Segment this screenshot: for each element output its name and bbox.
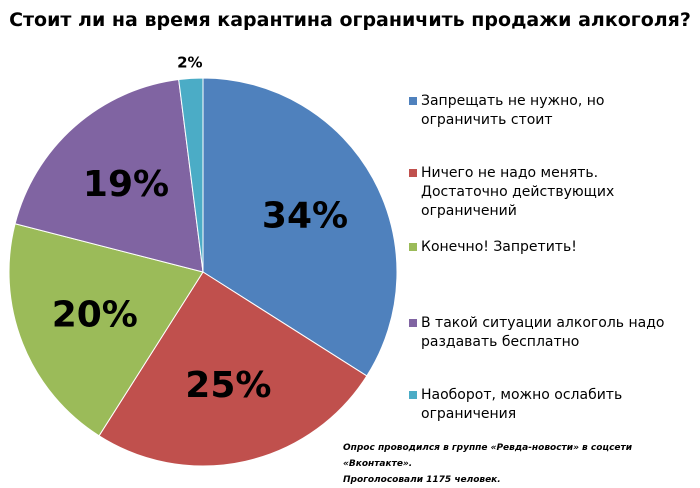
footnote: Опрос проводился в группе «Ревда-новости… xyxy=(343,440,698,488)
legend-label: Ничего не надо менять. xyxy=(421,165,599,181)
legend-swatch-3 xyxy=(409,319,417,327)
legend-item-2: Конечно! Запретить! xyxy=(409,238,577,257)
legend-label: Достаточно действующих xyxy=(421,184,615,200)
legend-label: ограничить стоит xyxy=(421,112,553,128)
pie-slice-0 xyxy=(202,77,398,377)
legend-label: ограничений xyxy=(421,203,517,219)
legend-swatch-1 xyxy=(409,169,417,177)
pie-label-2: 20% xyxy=(52,294,138,335)
pie-slice-4 xyxy=(178,77,204,273)
legend-item-3: В такой ситуации алкоголь надо раздавать… xyxy=(409,314,665,352)
footnote-line-1: Опрос проводился в группе «Ревда-новости… xyxy=(343,443,633,469)
chart-title: Стоит ли на время карантина ограничить п… xyxy=(9,9,691,31)
legend-item-0: Запрещать не нужно, но ограничить стоит xyxy=(409,92,605,130)
legend-swatch-4 xyxy=(409,391,417,399)
pie-label-4: 2% xyxy=(177,53,202,71)
pie-label-1: 25% xyxy=(185,365,271,406)
pie-label-3: 19% xyxy=(83,164,169,205)
legend-swatch-2 xyxy=(409,243,417,251)
legend-label: В такой ситуации алкоголь надо xyxy=(421,315,665,331)
footnote-line-2: Проголосовали 1175 человек. xyxy=(343,475,501,485)
pie-slices xyxy=(8,77,398,467)
legend-item-1: Ничего не надо менять. Достаточно действ… xyxy=(409,164,615,221)
legend-label: ограничения xyxy=(421,406,517,422)
pie-data-labels: 34% 25% 20% 19% 2% xyxy=(52,53,348,406)
legend-label: Наоборот, можно ослабить xyxy=(421,387,623,403)
pie-slice-1 xyxy=(98,271,368,467)
pie-slice-3 xyxy=(14,78,204,273)
legend-item-4: Наоборот, можно ослабить ограничения xyxy=(409,386,623,424)
legend-label: Конечно! Запретить! xyxy=(421,239,577,255)
pie-label-0: 34% xyxy=(262,195,348,236)
legend-swatch-0 xyxy=(409,97,417,105)
legend-label: раздавать бесплатно xyxy=(421,334,580,350)
legend-label: Запрещать не нужно, но xyxy=(421,93,605,109)
pie-slice-2 xyxy=(8,223,204,437)
